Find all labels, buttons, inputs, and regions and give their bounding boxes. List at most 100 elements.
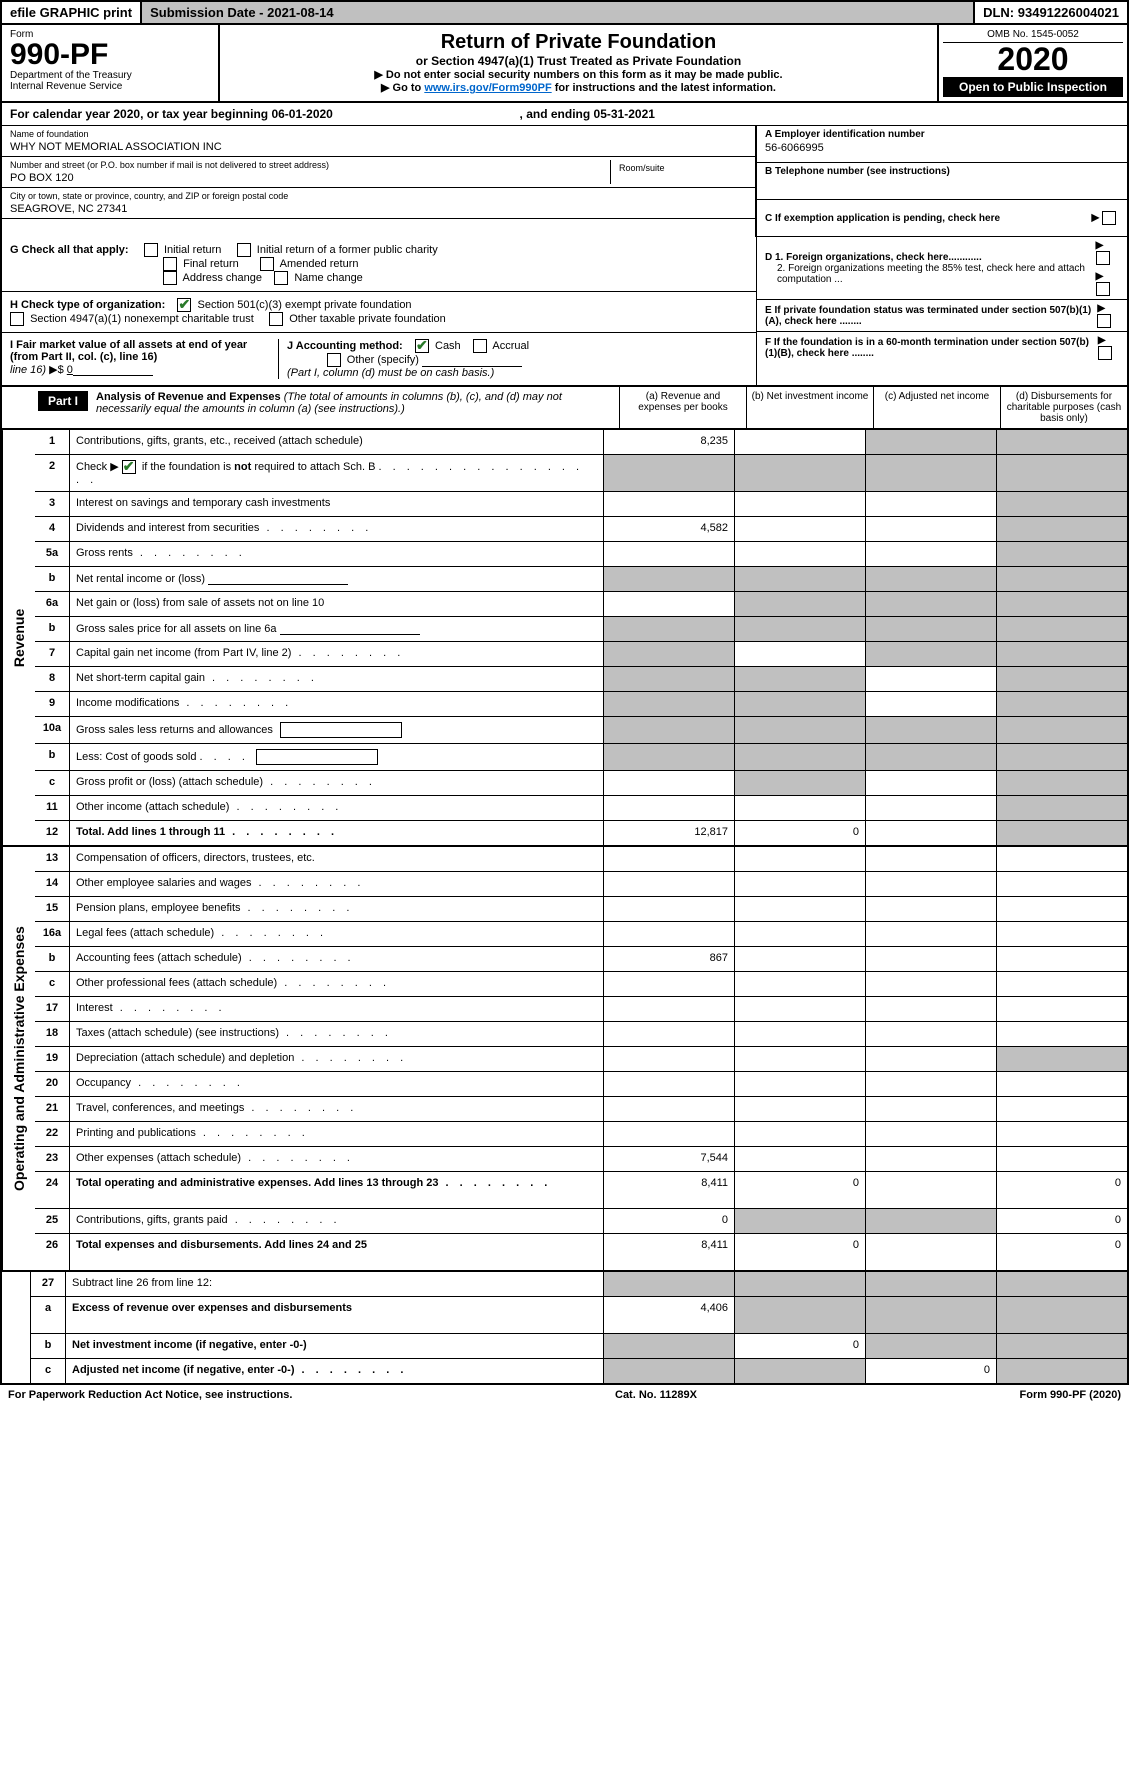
data-col-c	[865, 430, 996, 454]
data-col-c	[865, 692, 996, 716]
line-description: Capital gain net income (from Part IV, l…	[70, 642, 603, 666]
table-row: 5aGross rents . . . . . . . .	[35, 542, 1127, 567]
footer: For Paperwork Reduction Act Notice, see …	[0, 1385, 1129, 1405]
checkbox-d1[interactable]	[1096, 251, 1110, 265]
line-number: b	[35, 947, 70, 971]
checkbox-c[interactable]	[1102, 211, 1116, 225]
data-col-c	[865, 771, 996, 795]
data-col-c	[865, 1297, 996, 1333]
line-number: 14	[35, 872, 70, 896]
data-col-d	[996, 430, 1127, 454]
data-col-b	[734, 1147, 865, 1171]
data-col-d	[996, 642, 1127, 666]
data-col-b	[734, 872, 865, 896]
checkbox-accrual[interactable]	[473, 339, 487, 353]
col-a-header: (a) Revenue and expenses per books	[619, 387, 746, 428]
data-col-c: 0	[865, 1359, 996, 1383]
checkbox-cash[interactable]	[415, 339, 429, 353]
line-description: Other employee salaries and wages . . . …	[70, 872, 603, 896]
checkbox-d2[interactable]	[1096, 282, 1110, 296]
line-description: Other professional fees (attach schedule…	[70, 972, 603, 996]
i-j-row: I Fair market value of all assets at end…	[2, 333, 756, 385]
data-col-a	[603, 1359, 734, 1383]
checkbox-f[interactable]	[1098, 346, 1112, 360]
line-description: Legal fees (attach schedule) . . . . . .…	[70, 922, 603, 946]
checkbox-name[interactable]	[274, 271, 288, 285]
line-description: Income modifications . . . . . . . .	[70, 692, 603, 716]
table-row: 22Printing and publications . . . . . . …	[35, 1122, 1127, 1147]
data-col-c	[865, 1097, 996, 1121]
data-col-a	[603, 744, 734, 770]
data-col-a	[603, 847, 734, 871]
checkbox-address[interactable]	[163, 271, 177, 285]
checkbox-initial[interactable]	[144, 243, 158, 257]
checkbox-501c3[interactable]	[177, 298, 191, 312]
line-number: 25	[35, 1209, 70, 1233]
data-col-c	[865, 517, 996, 541]
line-description: Less: Cost of goods sold . . . .	[70, 744, 603, 770]
data-col-b	[734, 1047, 865, 1071]
table-row: 10aGross sales less returns and allowanc…	[35, 717, 1127, 744]
table-row: bLess: Cost of goods sold . . . .	[35, 744, 1127, 771]
data-col-d	[996, 455, 1127, 491]
line-description: Taxes (attach schedule) (see instruction…	[70, 1022, 603, 1046]
submission-date: Submission Date - 2021-08-14	[142, 2, 975, 23]
table-row: 4Dividends and interest from securities …	[35, 517, 1127, 542]
expenses-label: Operating and Administrative Expenses	[2, 847, 35, 1270]
data-col-c	[865, 744, 996, 770]
checkbox-other-acct[interactable]	[327, 353, 341, 367]
data-col-b	[734, 997, 865, 1021]
line-number: 27	[31, 1272, 66, 1296]
line-description: Gross profit or (loss) (attach schedule)…	[70, 771, 603, 795]
data-col-a	[603, 1022, 734, 1046]
data-col-a	[603, 455, 734, 491]
data-col-d	[996, 667, 1127, 691]
room-label: Room/suite	[619, 163, 739, 173]
checkbox-initial-public[interactable]	[237, 243, 251, 257]
foundation-name-cell: Name of foundation WHY NOT MEMORIAL ASSO…	[2, 126, 755, 157]
line-number: 11	[35, 796, 70, 820]
data-col-d	[996, 972, 1127, 996]
data-col-d	[996, 567, 1127, 591]
table-row: 19Depreciation (attach schedule) and dep…	[35, 1047, 1127, 1072]
data-col-b	[734, 1209, 865, 1233]
table-row: 18Taxes (attach schedule) (see instructi…	[35, 1022, 1127, 1047]
line-description: Total expenses and disbursements. Add li…	[70, 1234, 603, 1270]
irs-link[interactable]: www.irs.gov/Form990PF	[424, 82, 551, 94]
header-center: Return of Private Foundation or Section …	[220, 25, 939, 101]
data-col-d	[996, 1297, 1127, 1333]
line-number: 20	[35, 1072, 70, 1096]
data-col-b	[734, 947, 865, 971]
line-number: 4	[35, 517, 70, 541]
data-col-b: 0	[734, 1234, 865, 1270]
data-col-a	[603, 717, 734, 743]
data-col-a	[603, 592, 734, 616]
data-col-d	[996, 1072, 1127, 1096]
checkbox-other-tax[interactable]	[269, 312, 283, 326]
line-description: Other expenses (attach schedule) . . . .…	[70, 1147, 603, 1171]
data-col-b	[734, 1097, 865, 1121]
data-col-b	[734, 1297, 865, 1333]
data-col-d	[996, 592, 1127, 616]
ein-cell: A Employer identification number 56-6066…	[757, 126, 1127, 163]
data-col-b	[734, 430, 865, 454]
data-col-d: 0	[996, 1234, 1127, 1270]
data-col-d	[996, 542, 1127, 566]
checkbox-amended[interactable]	[260, 257, 274, 271]
line-description: Gross sales less returns and allowances	[70, 717, 603, 743]
table-row: 7Capital gain net income (from Part IV, …	[35, 642, 1127, 667]
checkbox-4947[interactable]	[10, 312, 24, 326]
checkbox-e[interactable]	[1097, 314, 1111, 328]
line-number: 16a	[35, 922, 70, 946]
table-row: bNet rental income or (loss)	[35, 567, 1127, 592]
footer-center: Cat. No. 11289X	[615, 1389, 697, 1401]
col-c-header: (c) Adjusted net income	[873, 387, 1000, 428]
footer-right: Form 990-PF (2020)	[1020, 1389, 1121, 1401]
data-col-d	[996, 922, 1127, 946]
line-number: 1	[35, 430, 70, 454]
data-col-a	[603, 617, 734, 641]
data-col-d	[996, 1122, 1127, 1146]
checkbox-final[interactable]	[163, 257, 177, 271]
col-b-header: (b) Net investment income	[746, 387, 873, 428]
data-col-c	[865, 667, 996, 691]
